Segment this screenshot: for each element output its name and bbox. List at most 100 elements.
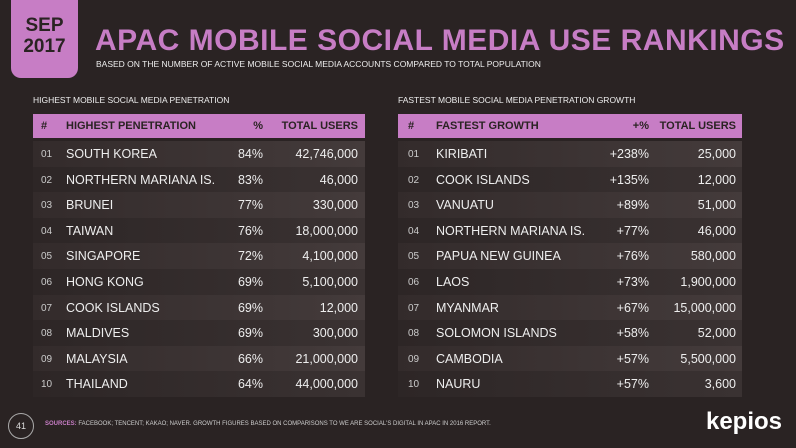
table-cell: 76% [237, 223, 263, 238]
column-header: # [41, 120, 48, 132]
table-row: 10 NAURU +57% 3,600 [398, 371, 742, 397]
table-row: 10 THAILAND 64% 44,000,000 [33, 371, 365, 397]
table-cell: 51,000 [697, 198, 736, 213]
table-row: 04 TAIWAN 76% 18,000,000 [33, 217, 365, 244]
table-cell: 03 [408, 200, 420, 212]
page-number: 41 [8, 413, 34, 439]
table-cell: LAOS [436, 275, 470, 289]
table-cell: MALDIVES [66, 326, 130, 341]
table-cell: 01 [408, 149, 420, 160]
sources-label: SOURCES: [45, 421, 77, 427]
table-row: 03 BRUNEI 77% 330,000 [33, 192, 365, 218]
table-cell: 06 [41, 277, 53, 288]
table-cell: 12,000 [319, 300, 358, 315]
table-cell: 06 [408, 277, 420, 288]
table-cell: +73% [616, 275, 649, 289]
table-cell: 46,000 [697, 223, 736, 238]
table-cell: NORTHERN MARIANA IS. [436, 223, 586, 238]
table-row: 05 SINGAPORE 72% 4,100,000 [33, 243, 365, 269]
table-cell: THAILAND [66, 377, 128, 392]
table-cell: +57% [616, 377, 649, 392]
column-header: FASTEST GROWTH [436, 120, 539, 132]
table-cell: NAURU [436, 377, 481, 392]
table-cell: 12,000 [697, 172, 736, 187]
table-cell: +77% [616, 223, 649, 238]
table-row: 09 CAMBODIA +57% 5,500,000 [398, 345, 742, 372]
table-row: 08 MALDIVES 69% 300,000 [33, 320, 365, 346]
table-cell: 15,000,000 [673, 300, 736, 315]
table-row: 07 MYANMAR +67% 15,000,000 [398, 294, 742, 321]
column-header: % [253, 120, 263, 132]
table-row: 09 MALAYSIA 66% 21,000,000 [33, 345, 365, 372]
table-cell: SOLOMON ISLANDS [436, 326, 557, 341]
table-cell: 08 [41, 328, 53, 340]
table-cell: 44,000,000 [295, 377, 358, 392]
table-cell: BRUNEI [66, 198, 114, 213]
table-cell: SINGAPORE [66, 249, 141, 264]
table-cell: 5,100,000 [302, 275, 358, 289]
badge-month: SEP [25, 15, 64, 36]
table-cell: +135% [609, 172, 649, 187]
badge-year: 2017 [23, 36, 66, 57]
table-cell: NORTHERN MARIANA IS. [66, 172, 216, 187]
column-header: TOTAL USERS [281, 120, 358, 132]
table-cell: 83% [237, 172, 263, 187]
table-cell: VANUATU [436, 198, 494, 213]
table-cell: 05 [408, 251, 420, 263]
date-badge: SEP 2017 [11, 0, 78, 78]
table-cell: 1,900,000 [680, 275, 736, 289]
table-cell: +76% [616, 249, 649, 264]
table-cell: 5,500,000 [680, 351, 736, 366]
table-row: 02 COOK ISLANDS +135% 12,000 [398, 166, 742, 193]
table-cell: COOK ISLANDS [66, 300, 160, 315]
table-cell: CAMBODIA [436, 351, 503, 366]
table-cell: 07 [408, 302, 420, 314]
table-row: 03 VANUATU +89% 51,000 [398, 192, 742, 218]
table-cell: 03 [41, 200, 53, 212]
table-cell: MYANMAR [436, 300, 499, 315]
table-row: 08 SOLOMON ISLANDS +58% 52,000 [398, 320, 742, 346]
title: APAC MOBILE SOCIAL MEDIA USE RANKINGS [95, 24, 785, 57]
column-header: +% [632, 120, 649, 132]
table-cell: PAPUA NEW GUINEA [436, 249, 561, 264]
table-cell: +238% [609, 147, 649, 161]
table-cell: 77% [237, 198, 263, 213]
table-cell: 3,600 [704, 377, 736, 392]
table-cell: 04 [41, 225, 53, 237]
table-cell: 10 [408, 379, 420, 391]
table-row: 02 NORTHERN MARIANA IS. 83% 46,000 [33, 166, 365, 193]
table-cell: 300,000 [312, 326, 358, 341]
table-cell: 69% [237, 326, 263, 341]
table-cell: 05 [41, 251, 53, 263]
table-cell: MALAYSIA [66, 351, 128, 366]
table-cell: 4,100,000 [302, 249, 358, 264]
table-cell: +67% [616, 300, 649, 315]
table-cell: 02 [41, 174, 53, 186]
table-cell: 42,746,000 [295, 147, 358, 161]
table-cell: 01 [41, 149, 53, 160]
table-cell: 02 [408, 174, 420, 186]
table-cell: 46,000 [319, 172, 358, 187]
table-cell: 64% [237, 377, 263, 392]
table-row: 06 HONG KONG 69% 5,100,000 [33, 269, 365, 295]
table-cell: 10 [41, 379, 53, 391]
table-cell: 18,000,000 [295, 223, 358, 238]
sources-text: FACEBOOK; TENCENT; KAKAO; NAVER. GROWTH … [78, 421, 491, 427]
table-cell: 25,000 [697, 147, 736, 161]
table-cell: COOK ISLANDS [436, 172, 530, 187]
table-cell: 08 [408, 328, 420, 340]
table-header: # HIGHEST PENETRATION% TOTAL USERS [33, 114, 365, 138]
table-cell: 69% [237, 275, 263, 289]
table-row: 06 LAOS +73% 1,900,000 [398, 269, 742, 295]
table-cell: 07 [41, 302, 53, 314]
table-cell: TAIWAN [66, 223, 114, 238]
table-cell: 52,000 [697, 326, 736, 341]
table-caption: FASTEST MOBILE SOCIAL MEDIA PENETRATION … [398, 95, 636, 105]
column-header: HIGHEST PENETRATION [66, 120, 196, 132]
table-row: 04 NORTHERN MARIANA IS. +77% 46,000 [398, 217, 742, 244]
table-header: # FASTEST GROWTH +% TOTAL USERS [398, 114, 742, 138]
table-cell: KIRIBATI [436, 147, 488, 161]
table-cell: +89% [616, 198, 649, 213]
table-cell: 580,000 [690, 249, 736, 264]
